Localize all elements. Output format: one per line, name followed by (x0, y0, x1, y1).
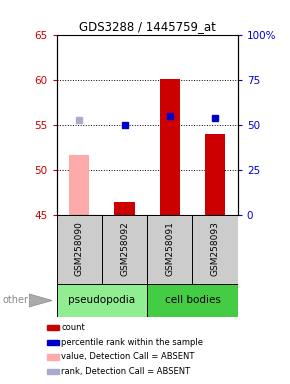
Text: GSM258092: GSM258092 (120, 221, 129, 276)
Text: count: count (61, 323, 85, 332)
Bar (102, 215, 147, 284)
Bar (147, 215, 193, 284)
Text: other: other (3, 295, 29, 306)
Bar (205, 134, 225, 215)
Bar (69, 155, 89, 215)
Bar (47, 325, 59, 331)
Text: value, Detection Call = ABSENT: value, Detection Call = ABSENT (61, 353, 194, 361)
Text: cell bodies: cell bodies (164, 295, 220, 306)
Bar (193, 215, 238, 284)
Bar (147, 284, 238, 317)
Bar (47, 354, 59, 360)
Polygon shape (29, 294, 52, 307)
Bar (57, 215, 102, 284)
Bar (47, 369, 59, 374)
Text: GSM258093: GSM258093 (211, 221, 220, 276)
Title: GDS3288 / 1445759_at: GDS3288 / 1445759_at (79, 20, 215, 33)
Text: rank, Detection Call = ABSENT: rank, Detection Call = ABSENT (61, 367, 190, 376)
Text: GSM258090: GSM258090 (75, 221, 84, 276)
Bar (160, 79, 180, 215)
Text: percentile rank within the sample: percentile rank within the sample (61, 338, 203, 347)
Text: pseudopodia: pseudopodia (68, 295, 135, 306)
Bar (114, 202, 135, 215)
Bar (47, 340, 59, 345)
Bar (57, 284, 147, 317)
Text: GSM258091: GSM258091 (165, 221, 174, 276)
